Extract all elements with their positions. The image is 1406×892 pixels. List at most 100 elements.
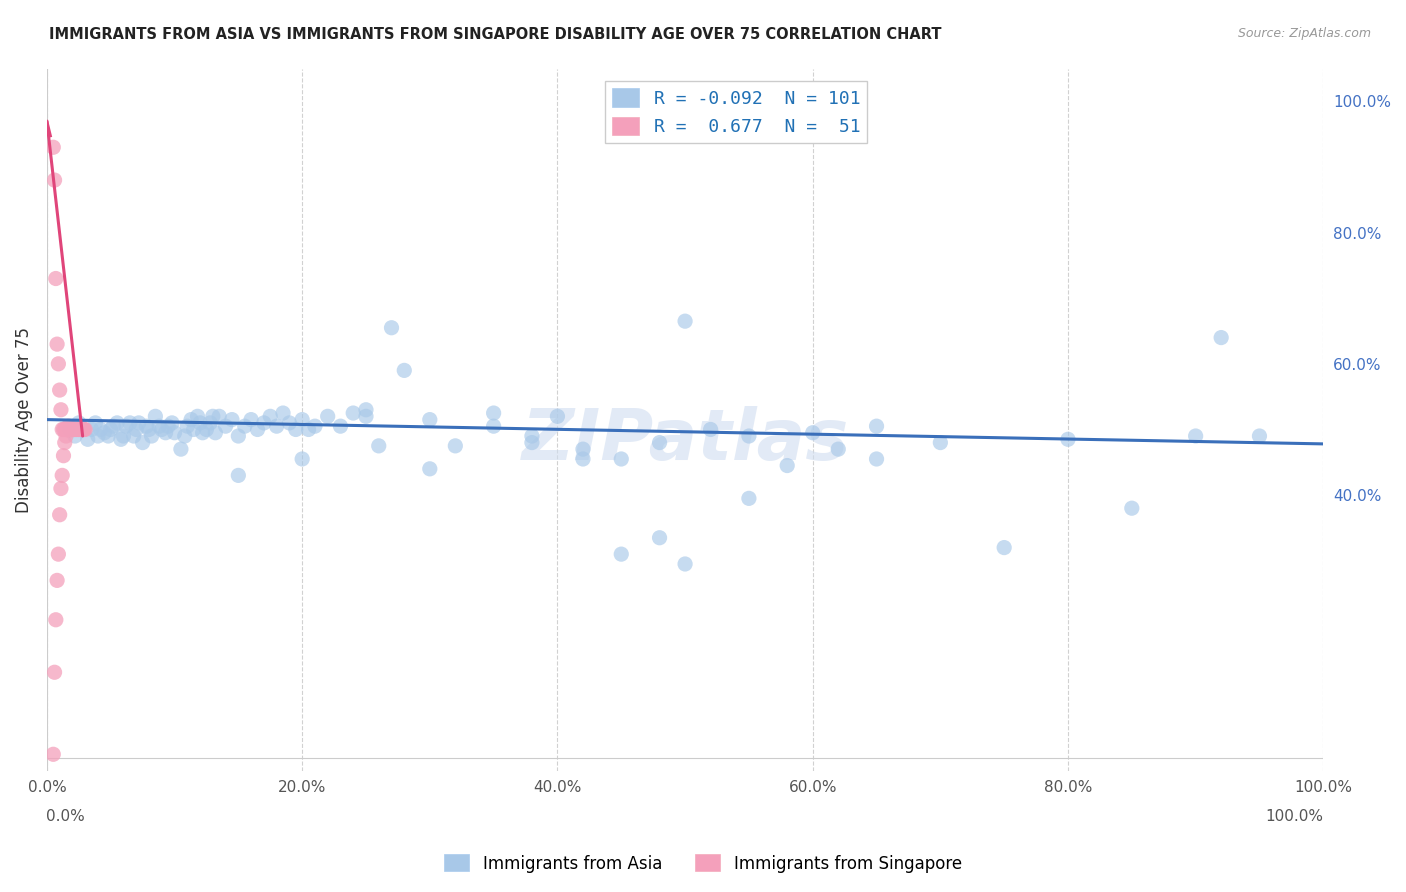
Point [48,357,70,371]
Point [59,422,82,436]
Point [648,531,671,545]
Point [62,422,84,436]
Point [76,432,98,446]
Point [125,422,148,436]
Point [253,416,276,430]
Text: ZIPatlas: ZIPatlas [522,406,849,475]
Point [865,419,887,434]
Point [699,422,721,436]
Point [200,416,222,430]
Point [135,419,157,434]
Point [221,412,243,426]
Point [80,422,103,436]
Point [55,429,77,443]
Point [60,422,83,436]
Point [59,422,82,436]
Point [55,422,77,436]
Point [233,419,256,434]
Point [170,442,193,457]
Point [291,412,314,426]
Text: IMMIGRANTS FROM ASIA VS IMMIGRANTS FROM SINGAPORE DISABILITY AGE OVER 75 CORRELA: IMMIGRANTS FROM ASIA VS IMMIGRANTS FROM … [49,27,942,42]
Point [163,425,186,440]
Point [246,422,269,436]
Point [72,422,94,436]
Point [865,452,887,467]
Point [155,425,177,440]
Point [738,491,761,506]
Point [1184,429,1206,443]
Point [284,422,307,436]
Point [42,140,65,154]
Point [271,406,294,420]
Point [278,416,301,430]
Point [66,422,89,436]
Point [145,409,167,424]
Point [266,419,288,434]
Point [291,452,314,467]
Point [73,422,96,436]
Point [228,429,250,443]
Point [316,409,339,424]
Point [62,422,84,436]
Point [342,406,364,420]
Point [58,422,80,436]
Point [67,422,90,436]
Legend: Immigrants from Asia, Immigrants from Singapore: Immigrants from Asia, Immigrants from Si… [437,847,969,880]
Point [53,435,76,450]
Point [115,419,138,434]
Point [52,422,75,436]
Point [46,337,69,351]
Point [188,416,211,430]
Point [572,442,595,457]
Point [45,271,67,285]
Point [208,409,231,424]
Point [228,468,250,483]
Point [105,416,128,430]
Point [173,429,195,443]
Point [138,422,160,436]
Point [354,402,377,417]
Point [240,412,263,426]
Point [673,314,696,328]
Point [75,422,97,436]
Point [110,432,132,446]
Point [1057,432,1080,446]
Point [183,422,205,436]
Point [1211,330,1233,344]
Point [69,422,91,436]
Point [610,547,633,561]
Point [1121,501,1143,516]
Point [329,419,352,434]
Point [65,422,87,436]
Point [157,419,180,434]
Point [304,419,326,434]
Point [62,422,84,436]
Point [191,425,214,440]
Point [49,402,72,417]
Point [44,665,66,680]
Point [53,422,76,436]
Text: Source: ZipAtlas.com: Source: ZipAtlas.com [1237,27,1371,40]
Point [204,425,226,440]
Point [70,422,93,436]
Point [112,429,135,443]
Text: 0.0%: 0.0% [45,809,84,824]
Point [89,422,111,436]
Point [72,422,94,436]
Point [648,435,671,450]
Point [56,422,79,436]
Point [297,422,319,436]
Point [610,452,633,467]
Point [60,422,83,436]
Point [801,425,824,440]
Point [97,429,120,443]
Point [72,422,94,436]
Point [42,747,65,762]
Point [1249,429,1271,443]
Point [128,416,150,430]
Point [776,458,799,473]
Point [367,439,389,453]
Point [100,422,122,436]
Point [186,409,208,424]
Point [444,439,467,453]
